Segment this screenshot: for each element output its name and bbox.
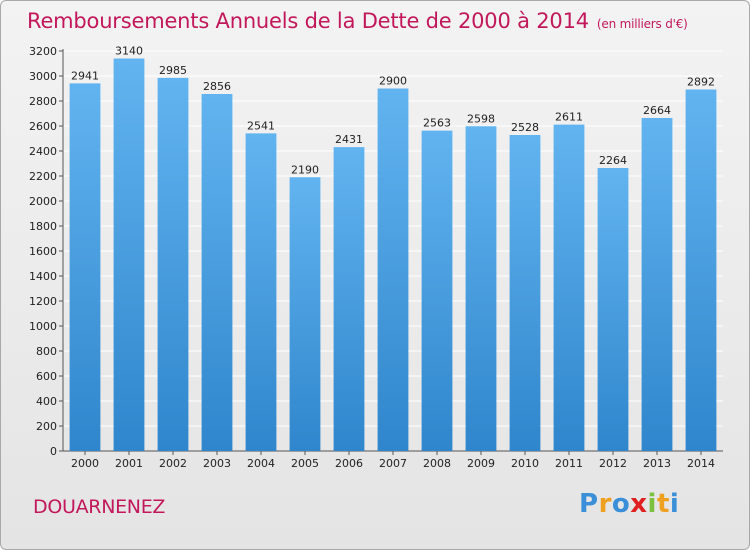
x-tick-label: 2012 [599, 457, 627, 470]
x-tick-label: 2002 [159, 457, 187, 470]
data-label: 2892 [687, 76, 715, 89]
data-label: 2264 [599, 154, 627, 167]
bar [289, 177, 321, 451]
bar [465, 126, 497, 451]
data-label: 3140 [115, 45, 143, 58]
data-label: 2528 [511, 121, 539, 134]
bar [333, 147, 365, 451]
logo-letter: i [669, 489, 680, 519]
x-tick-label: 2007 [379, 457, 407, 470]
bar [509, 135, 541, 451]
x-tick-label: 2008 [423, 457, 451, 470]
data-label: 2856 [203, 80, 231, 93]
x-tick-label: 2013 [643, 457, 671, 470]
bar [553, 124, 585, 451]
y-tick-label: 2200 [29, 170, 57, 183]
data-label: 2541 [247, 119, 275, 132]
x-tick-label: 2006 [335, 457, 363, 470]
bar [597, 168, 629, 451]
y-tick-label: 2400 [29, 145, 57, 158]
logo-letter: t [656, 489, 670, 519]
y-tick-label: 1400 [29, 270, 57, 283]
bar [245, 133, 277, 451]
y-tick-label: 3200 [29, 45, 57, 58]
data-label: 2985 [159, 64, 187, 77]
y-tick-label: 1200 [29, 295, 57, 308]
logo-letter: P [579, 489, 599, 519]
bar [157, 77, 189, 451]
x-tick-label: 2011 [555, 457, 583, 470]
data-label: 2900 [379, 75, 407, 88]
x-tick-label: 2001 [115, 457, 143, 470]
logo-letter: i [647, 489, 657, 519]
x-tick-label: 2003 [203, 457, 231, 470]
y-tick-label: 400 [36, 395, 57, 408]
x-tick-label: 2014 [687, 457, 715, 470]
logo-letter: x [630, 489, 648, 519]
y-tick-label: 2600 [29, 120, 57, 133]
bar [377, 88, 409, 451]
y-tick-label: 1000 [29, 320, 57, 333]
bar [113, 58, 145, 451]
bar [69, 83, 101, 451]
x-tick-label: 2010 [511, 457, 539, 470]
y-tick-label: 1600 [29, 245, 57, 258]
bar [201, 94, 233, 451]
y-tick-label: 2800 [29, 95, 57, 108]
data-label: 2664 [643, 104, 671, 117]
y-tick-label: 1800 [29, 220, 57, 233]
x-tick-label: 2005 [291, 457, 319, 470]
proxiti-logo: Proxiti [579, 489, 679, 519]
y-tick-label: 3000 [29, 70, 57, 83]
x-tick-label: 2004 [247, 457, 275, 470]
data-label: 2611 [555, 111, 583, 124]
bar [421, 130, 453, 451]
data-label: 2190 [291, 163, 319, 176]
y-tick-label: 2000 [29, 195, 57, 208]
y-tick-label: 800 [36, 345, 57, 358]
commune-name: DOUARNENEZ [33, 496, 166, 518]
data-label: 2598 [467, 112, 495, 125]
data-label: 2431 [335, 133, 363, 146]
x-tick-label: 2000 [71, 457, 99, 470]
bar [685, 89, 717, 451]
data-label: 2941 [71, 69, 99, 82]
y-tick-label: 200 [36, 420, 57, 433]
logo-letter: o [611, 489, 631, 519]
title-unit: (en milliers d'€) [596, 17, 688, 31]
chart-title: Remboursements Annuels de la Dette de 20… [27, 9, 688, 33]
x-tick-label: 2009 [467, 457, 495, 470]
logo-letter: r [598, 489, 612, 519]
bar [641, 118, 673, 451]
y-tick-label: 0 [50, 445, 57, 458]
title-text: Remboursements Annuels de la Dette de 20… [27, 9, 589, 33]
y-tick-label: 600 [36, 370, 57, 383]
data-label: 2563 [423, 117, 451, 130]
